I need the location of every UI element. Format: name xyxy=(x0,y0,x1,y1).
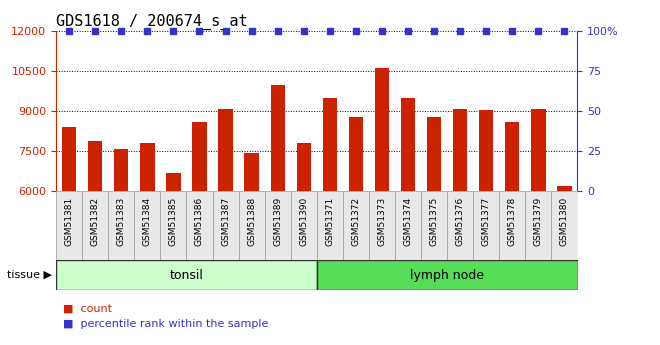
Bar xyxy=(531,109,546,191)
Bar xyxy=(401,98,415,191)
Text: GSM51389: GSM51389 xyxy=(273,197,282,246)
Bar xyxy=(160,191,186,260)
Text: GSM51384: GSM51384 xyxy=(143,197,152,246)
Bar xyxy=(348,117,363,191)
Bar xyxy=(552,191,578,260)
Text: GSM51381: GSM51381 xyxy=(65,197,74,246)
Bar xyxy=(244,153,259,191)
Bar xyxy=(323,98,337,191)
Text: ■  percentile rank within the sample: ■ percentile rank within the sample xyxy=(63,319,268,329)
Bar xyxy=(82,191,108,260)
Bar xyxy=(525,191,552,260)
Text: GSM51374: GSM51374 xyxy=(403,197,412,246)
Bar xyxy=(505,122,519,191)
Text: GSM51385: GSM51385 xyxy=(169,197,178,246)
Bar xyxy=(265,191,290,260)
Bar xyxy=(213,191,239,260)
Bar xyxy=(192,122,207,191)
Bar xyxy=(447,191,473,260)
Bar xyxy=(557,186,572,191)
Text: GSM51390: GSM51390 xyxy=(299,197,308,246)
Bar xyxy=(296,144,311,191)
Bar xyxy=(375,68,389,191)
Text: GSM51376: GSM51376 xyxy=(455,197,465,246)
Text: GDS1618 / 200674_s_at: GDS1618 / 200674_s_at xyxy=(56,13,247,30)
Text: GSM51380: GSM51380 xyxy=(560,197,569,246)
Bar xyxy=(140,144,154,191)
Bar xyxy=(479,110,494,191)
Text: lymph node: lymph node xyxy=(410,269,484,282)
Text: GSM51378: GSM51378 xyxy=(508,197,517,246)
Bar xyxy=(453,109,467,191)
Text: GSM51371: GSM51371 xyxy=(325,197,335,246)
Text: GSM51377: GSM51377 xyxy=(482,197,491,246)
Bar xyxy=(239,191,265,260)
Text: GSM51375: GSM51375 xyxy=(430,197,439,246)
Text: tissue ▶: tissue ▶ xyxy=(7,270,51,280)
Text: GSM51383: GSM51383 xyxy=(117,197,126,246)
Bar xyxy=(135,191,160,260)
Text: tonsil: tonsil xyxy=(170,269,203,282)
Bar xyxy=(427,117,442,191)
Text: GSM51382: GSM51382 xyxy=(90,197,100,246)
Bar xyxy=(421,191,447,260)
Text: GSM51386: GSM51386 xyxy=(195,197,204,246)
Bar xyxy=(186,191,213,260)
Bar xyxy=(343,191,369,260)
Bar xyxy=(500,191,525,260)
Bar xyxy=(271,85,285,191)
Bar xyxy=(395,191,421,260)
Bar xyxy=(56,191,82,260)
Bar xyxy=(369,191,395,260)
Bar xyxy=(473,191,499,260)
Text: GSM51388: GSM51388 xyxy=(247,197,256,246)
Bar xyxy=(56,260,317,290)
Text: ■  count: ■ count xyxy=(63,304,112,314)
Bar xyxy=(317,260,578,290)
Bar xyxy=(218,109,233,191)
Bar xyxy=(108,191,135,260)
Bar xyxy=(114,149,129,191)
Bar xyxy=(317,191,343,260)
Text: GSM51387: GSM51387 xyxy=(221,197,230,246)
Text: GSM51372: GSM51372 xyxy=(351,197,360,246)
Bar xyxy=(290,191,317,260)
Text: GSM51373: GSM51373 xyxy=(378,197,387,246)
Bar xyxy=(166,173,181,191)
Text: GSM51379: GSM51379 xyxy=(534,197,543,246)
Bar xyxy=(88,141,102,191)
Bar xyxy=(62,127,77,191)
